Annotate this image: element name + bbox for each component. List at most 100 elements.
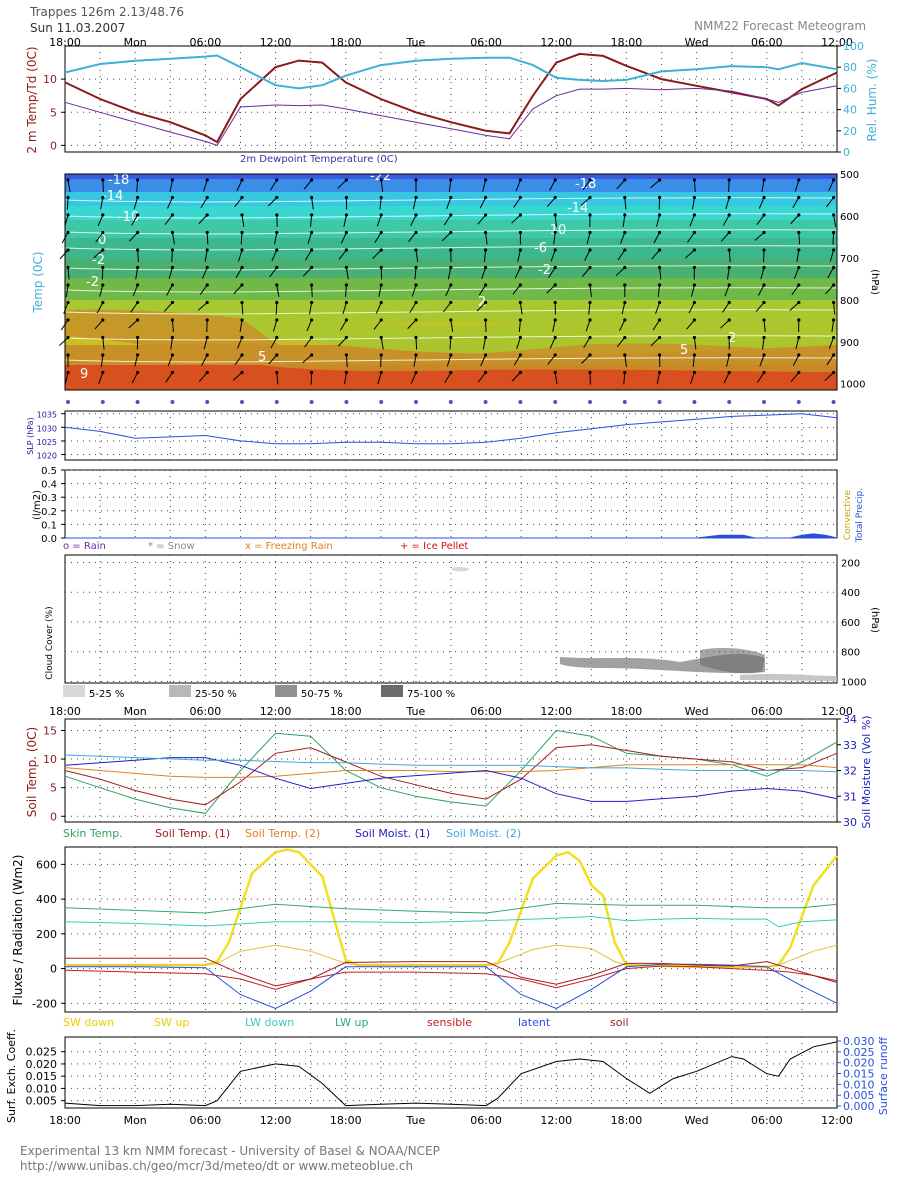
wind-barb (546, 284, 556, 294)
wind-barb (306, 319, 313, 332)
cloud-pressure-axis-title: (hPa) (869, 607, 880, 633)
wind-barb (304, 249, 313, 261)
wind-barb (100, 197, 104, 210)
bottom-time-label: 18:00 (611, 1114, 643, 1127)
wind-barb (131, 372, 139, 384)
wind-barb (375, 302, 382, 314)
wind-barb (199, 284, 208, 296)
surface-wind-dot (344, 400, 349, 404)
contour-label: -6 (534, 241, 547, 256)
surface-wind-dot (553, 400, 558, 404)
wind-barb (241, 214, 245, 227)
runoff-label: 0.010 (843, 1078, 875, 1091)
soil-temp-axis-title: Soil Temp. (0C) (25, 727, 39, 817)
wind-barb (549, 179, 556, 191)
surface-wind-dot (762, 400, 766, 404)
cloud-pressure-label: 800 (841, 648, 860, 659)
surface-wind-dot (831, 400, 836, 404)
wind-barb-dot (797, 178, 801, 182)
wind-barb (443, 214, 452, 226)
bottom-time-label: 18:00 (49, 1114, 81, 1127)
pressure-label: 800 (840, 296, 859, 307)
surface-wind-dot (483, 400, 488, 404)
wind-barb (450, 319, 454, 332)
wind-barb (168, 267, 173, 280)
cloud-cover-swatch (63, 685, 85, 697)
wind-barb (171, 319, 174, 332)
soil-flux-line (65, 957, 838, 987)
wind-barb (513, 354, 521, 366)
wind-barb (202, 267, 208, 279)
wind-barb (826, 354, 835, 366)
skin-temp-line (64, 729, 838, 814)
soil-time-label: Wed (685, 705, 709, 718)
wind-barb (796, 249, 800, 262)
runoff-label: 0.025 (843, 1046, 875, 1059)
pressure-label: 700 (840, 254, 859, 265)
rh-y-label: 40 (843, 104, 857, 117)
total-precip-label: Total Precip. (855, 488, 865, 543)
wind-barb-dot (205, 230, 209, 235)
temp-contour (64, 229, 838, 235)
top-time-label: Mon (124, 36, 147, 49)
wind-barb (275, 302, 278, 315)
cloud-cover-legend: 50-75 % (301, 689, 343, 700)
wind-barb (136, 179, 139, 193)
runoff-label: 0.015 (843, 1068, 875, 1081)
precip-axis-title: (l/m2) (32, 490, 43, 520)
wind-barb (552, 319, 556, 332)
wind-barb (547, 354, 556, 365)
wind-barb (310, 214, 313, 227)
wind-barb (624, 197, 627, 210)
wind-barb-dot (727, 195, 731, 200)
wind-barb (519, 302, 523, 315)
wind-barb (200, 197, 208, 209)
wind-barb (516, 337, 521, 350)
precip-type-legend: * = Snow (148, 541, 195, 552)
rh-y-label: 0 (843, 146, 850, 159)
contour-label: -2 (92, 253, 105, 268)
wind-barb (723, 372, 730, 384)
soil-time-label: Tue (406, 705, 426, 718)
wind-barb (131, 214, 139, 226)
wind-barb (415, 249, 419, 262)
wind-barb (586, 232, 591, 245)
wind-barb (198, 372, 208, 382)
contour-label: -18 (575, 177, 596, 192)
bottom-time-label: Wed (685, 1114, 709, 1127)
contour-label: -2 (86, 275, 99, 290)
top-time-label: 06:00 (190, 36, 222, 49)
wind-barb (337, 337, 347, 347)
wind-barb (380, 354, 382, 368)
surface-wind-dot (135, 400, 140, 404)
wind-barb (95, 232, 104, 243)
wind-barb (757, 372, 765, 383)
wind-barb (757, 284, 765, 296)
runoff-label: 0.020 (843, 1057, 875, 1070)
wind-barb (66, 197, 69, 210)
wind-barb (624, 354, 627, 367)
top-time-label: 18:00 (611, 36, 643, 49)
wind-barb (372, 249, 382, 259)
wind-barb (240, 232, 243, 245)
top-time-label: 06:00 (470, 36, 502, 49)
wind-barb (342, 302, 347, 315)
top-time-label: Tue (406, 36, 426, 49)
temp-band (65, 174, 837, 179)
wind-barb (378, 284, 382, 297)
wind-barb (203, 179, 208, 192)
surface-wind-dot (379, 400, 384, 404)
wind-barb (615, 267, 626, 277)
bottom-time-label: 12:00 (821, 1114, 853, 1127)
wind-barb (167, 354, 173, 367)
wind-barb (651, 249, 660, 260)
wind-barb (755, 302, 765, 312)
wind-barb (617, 249, 626, 261)
rh-y-label: 20 (843, 125, 857, 138)
flux-legend-item: sensible (427, 1016, 472, 1029)
cloud-pressure-label: 600 (841, 618, 860, 629)
runoff-label: 0.030 (843, 1035, 875, 1048)
soil-time-label: 06:00 (751, 705, 783, 718)
wind-barb (724, 284, 730, 297)
wind-barb (411, 284, 417, 297)
